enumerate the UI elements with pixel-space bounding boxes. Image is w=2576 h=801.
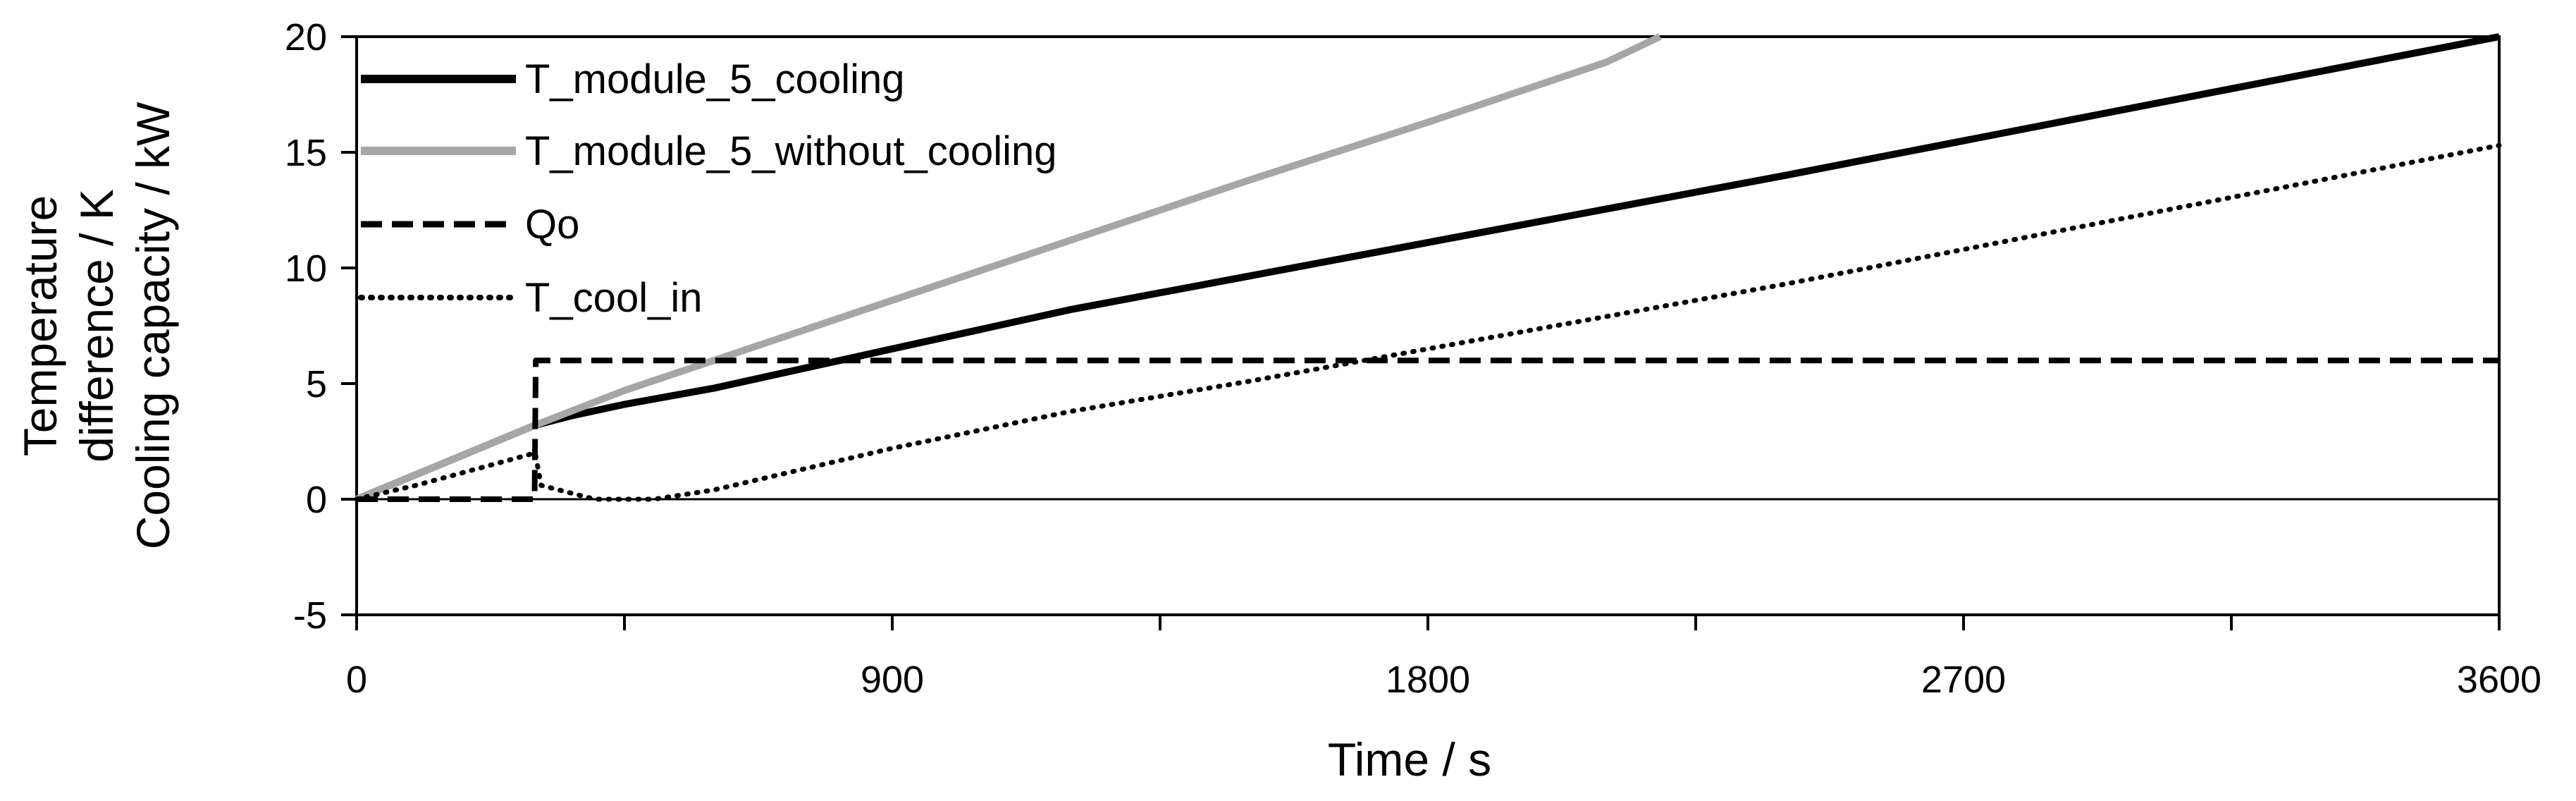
x-tick-label-2700: 2700	[1921, 659, 2006, 701]
axis-ticks	[341, 35, 2501, 630]
series-line-t-cool-in	[354, 142, 2502, 502]
y-axis-title-line-1: Temperature	[14, 195, 66, 457]
series-layer	[354, 33, 2502, 503]
legend-label-t-cool-in: T_cool_in	[525, 275, 702, 321]
y-tick-label-20: 20	[285, 16, 327, 59]
series-line-t-module-5-without-cooling	[355, 33, 1662, 503]
y-tick-label-10: 10	[285, 247, 327, 290]
y-axis-title-line-3: Cooling capacity / kW	[127, 102, 179, 549]
x-tick-label-1800: 1800	[1386, 659, 1470, 701]
x-tick-label-3600: 3600	[2457, 659, 2541, 701]
y-tick-label-15: 15	[285, 132, 327, 174]
x-tick-label-900: 900	[861, 659, 924, 701]
legend-label-t-module-5-cooling: T_module_5_cooling	[525, 56, 904, 102]
tick-labels: -5 0 5 10 15 20 0 900 1800 2700 3600	[285, 16, 2541, 701]
x-tick-label-0: 0	[346, 659, 367, 701]
y-tick-label-0: 0	[306, 479, 327, 521]
legend-label-qo: Qo	[525, 202, 579, 247]
series-line-qo	[357, 357, 2499, 502]
y-tick-label--5: -5	[293, 594, 327, 637]
x-axis-title: Time / s	[1328, 733, 1491, 785]
legend: T_module_5_cooling T_module_5_without_co…	[358, 56, 1057, 321]
series-line-t-module-5-cooling	[355, 33, 2500, 503]
legend-label-t-module-5-without-cooling: T_module_5_without_cooling	[525, 128, 1057, 174]
y-axis-title-line-2: difference / K	[70, 189, 123, 463]
y-tick-label-5: 5	[306, 363, 327, 405]
